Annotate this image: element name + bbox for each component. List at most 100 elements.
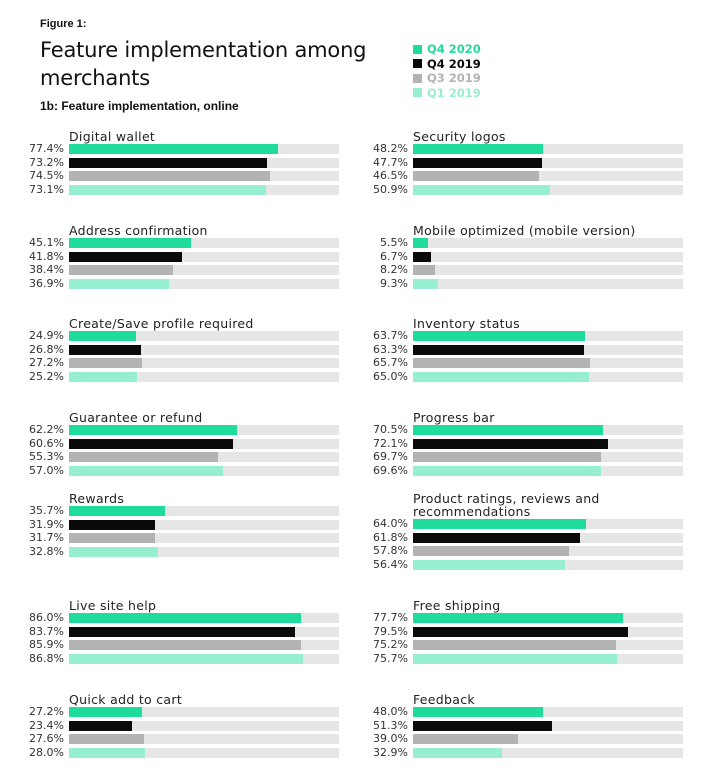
- data-label: 39.0%: [373, 732, 408, 746]
- bar: [413, 171, 539, 182]
- chart-subtitle: 1b: Feature implementation, online: [40, 99, 239, 113]
- bar-track: [69, 533, 339, 544]
- bar: [69, 720, 133, 731]
- bar-track: [69, 238, 339, 248]
- legend-swatch: [413, 44, 422, 54]
- legend-item: Q3 2019: [413, 71, 481, 86]
- bar-track: [69, 331, 339, 341]
- bar-track: [413, 532, 683, 543]
- legend-label: Q4 2020: [427, 42, 481, 57]
- legend-swatch: [413, 59, 422, 69]
- data-label: 27.6%: [29, 732, 64, 746]
- bar: [413, 238, 428, 248]
- bar: [69, 626, 295, 637]
- data-label: 48.2%: [373, 142, 408, 155]
- bar: [69, 452, 219, 463]
- bar: [69, 546, 158, 557]
- bar: [69, 171, 271, 182]
- bar-track: [413, 251, 683, 262]
- bar: [69, 184, 267, 195]
- bar: [69, 438, 233, 449]
- bar-track: [69, 613, 339, 623]
- bar-track: [69, 626, 339, 637]
- data-label: 28.0%: [29, 745, 64, 759]
- bar: [413, 653, 618, 664]
- data-label: 26.8%: [29, 342, 64, 356]
- bar: [69, 251, 182, 262]
- bar: [69, 533, 155, 544]
- data-label: 56.4%: [373, 557, 408, 571]
- data-label: 62.2%: [29, 423, 64, 436]
- data-label: 32.9%: [373, 745, 408, 759]
- bar: [413, 344, 584, 355]
- bar-track: [413, 613, 683, 623]
- legend-item: Q4 2020: [413, 42, 481, 57]
- data-label: 70.5%: [373, 423, 408, 436]
- bar: [413, 438, 608, 449]
- figure-label: Figure 1:: [40, 18, 87, 30]
- bar: [413, 626, 628, 637]
- bar: [69, 157, 267, 168]
- bar: [413, 707, 543, 717]
- data-label: 6.7%: [380, 249, 408, 263]
- panel-title: Guarantee or refund: [69, 410, 203, 425]
- bar: [69, 707, 143, 717]
- data-label: 86.0%: [29, 611, 64, 624]
- legend-swatch: [413, 88, 422, 98]
- data-label: 57.0%: [29, 463, 64, 477]
- data-label: 79.5%: [373, 624, 408, 638]
- legend: Q4 2020 Q4 2019 Q3 2019 Q1 2019: [413, 42, 481, 100]
- data-label: 8.2%: [380, 263, 408, 277]
- bar: [69, 265, 173, 276]
- legend-swatch: [413, 73, 422, 83]
- bar: [69, 144, 278, 154]
- data-label: 41.8%: [29, 249, 64, 263]
- bar-track: [413, 344, 683, 355]
- bar-track: [413, 519, 683, 529]
- bar: [413, 734, 519, 745]
- bar-track: [413, 559, 683, 570]
- panel-title: Product ratings, reviews and recommendat…: [413, 491, 600, 519]
- bar-track: [69, 184, 339, 195]
- bar: [413, 157, 542, 168]
- bar-track: [413, 171, 683, 182]
- bar: [413, 519, 586, 529]
- bar-track: [69, 747, 339, 758]
- bar-track: [69, 278, 339, 289]
- bar: [413, 184, 551, 195]
- bar-track: [69, 265, 339, 276]
- bar-track: [69, 358, 339, 369]
- panel-title: Feedback: [413, 692, 475, 707]
- bar-track: [69, 344, 339, 355]
- panel-title: Mobile optimized (mobile version): [413, 223, 636, 238]
- data-label: 63.3%: [373, 342, 408, 356]
- bar-track: [69, 157, 339, 168]
- panel-title: Rewards: [69, 491, 125, 506]
- bar: [69, 519, 156, 530]
- data-label: 61.8%: [373, 530, 408, 544]
- data-label: 5.5%: [380, 236, 408, 249]
- bar-track: [413, 265, 683, 276]
- panel-title: Inventory status: [413, 316, 520, 331]
- bar-track: [69, 707, 339, 717]
- data-label: 27.2%: [29, 705, 64, 718]
- panel-title: Digital wallet: [69, 129, 156, 144]
- bar-track: [413, 546, 683, 557]
- bar: [69, 371, 137, 382]
- data-label: 31.9%: [29, 517, 64, 531]
- bar: [413, 278, 439, 289]
- bar-track: [413, 157, 683, 168]
- bar: [413, 251, 432, 262]
- bar-track: [69, 519, 339, 530]
- data-label: 65.0%: [373, 369, 408, 383]
- bar: [69, 331, 137, 341]
- panel-title: Quick add to cart: [69, 692, 183, 707]
- bar-track: [413, 640, 683, 651]
- legend-label: Q1 2019: [427, 85, 481, 100]
- data-label: 83.7%: [29, 624, 64, 638]
- bar-track: [69, 640, 339, 651]
- bar-track: [413, 452, 683, 463]
- bar: [413, 425, 604, 435]
- legend-item: Q1 2019: [413, 86, 481, 101]
- data-label: 23.4%: [29, 718, 64, 732]
